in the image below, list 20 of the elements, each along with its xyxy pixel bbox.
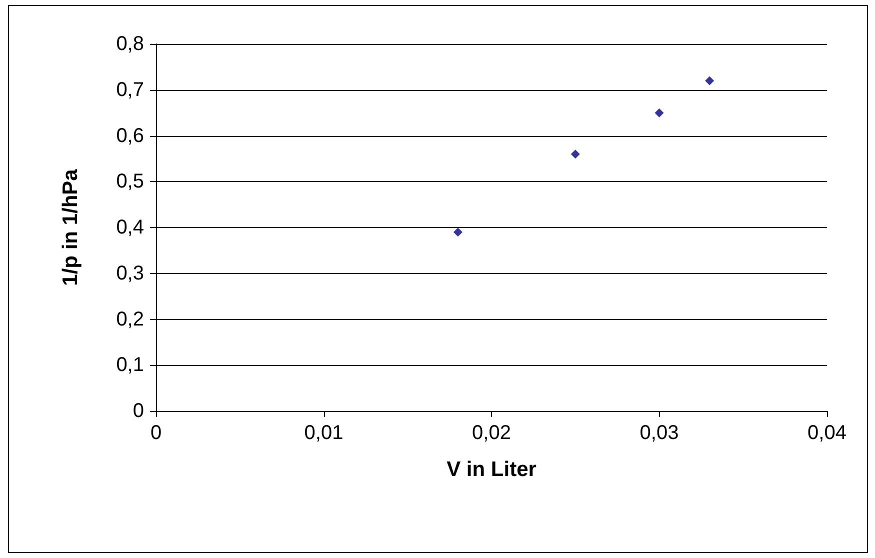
y-tick-label: 0,4: [116, 216, 144, 238]
y-tick-label: 0,5: [116, 170, 144, 193]
point: [570, 150, 580, 159]
x-tick-label: 0,04: [808, 422, 846, 444]
point: [705, 76, 714, 86]
x-axis-title: V in Liter: [446, 458, 536, 481]
y-tick-label: 0,1: [116, 354, 144, 376]
y-axis-title: 1/p in 1/hPa: [59, 168, 82, 286]
y-tick-label: 0,8: [116, 33, 144, 55]
point: [654, 108, 664, 118]
y-tick-label: 0: [132, 400, 144, 422]
y-tick-label: 0,6: [116, 124, 144, 147]
point: [453, 228, 462, 237]
y-tick-label: 0,3: [116, 262, 144, 284]
x-tick-label: 0: [150, 422, 162, 444]
y-tick-label: 0,7: [116, 78, 144, 101]
x-tick-label: 0,02: [472, 422, 511, 444]
x-tick-label: 0,01: [304, 422, 344, 444]
y-tick-label: 0,2: [116, 308, 144, 330]
x-tick-label: 0,03: [640, 422, 679, 444]
